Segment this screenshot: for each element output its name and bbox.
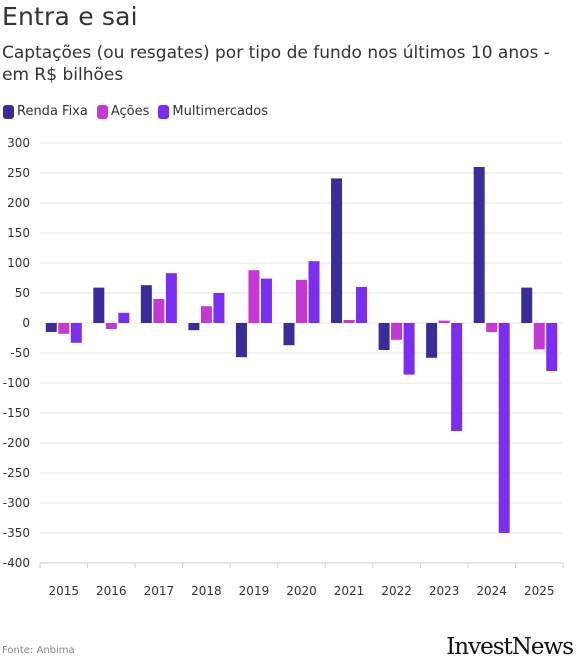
- bar-multimercados-2022: [403, 323, 415, 375]
- bar-multimercados-2016: [118, 312, 130, 323]
- y-tick-label: 50: [15, 286, 30, 300]
- legend-label-acoes: Ações: [110, 104, 150, 119]
- x-tick-label: 2021: [334, 584, 365, 598]
- bar-renda-fixa-2024: [473, 167, 485, 323]
- bar-a-es-2018: [200, 306, 212, 323]
- bar-a-es-2021: [343, 320, 355, 323]
- legend-label-multimercados: Multimercados: [172, 104, 268, 119]
- y-tick-label: -100: [3, 376, 30, 390]
- bar-renda-fixa-2015: [45, 323, 57, 332]
- x-tick-label: 2015: [48, 584, 79, 598]
- chart-title: Entra e sai: [2, 2, 138, 31]
- x-tick-label: 2023: [429, 584, 460, 598]
- legend-label-renda-fixa: Renda Fixa: [17, 104, 88, 119]
- bar-renda-fixa-2021: [331, 178, 343, 323]
- chart-subtitle: Captações (ou resgates) por tipo de fund…: [2, 43, 550, 85]
- bar-multimercados-2025: [546, 323, 558, 371]
- bar-a-es-2017: [153, 299, 165, 323]
- bar-multimercados-2020: [308, 261, 320, 323]
- y-tick-label: -250: [3, 466, 30, 480]
- bar-renda-fixa-2016: [93, 287, 105, 323]
- bar-renda-fixa-2023: [426, 323, 438, 358]
- y-tick-label: -150: [3, 406, 30, 420]
- investnews-logo: InvestNews: [446, 634, 574, 660]
- y-tick-label: 0: [22, 316, 30, 330]
- legend-swatch-multimercados: [158, 104, 170, 119]
- bar-multimercados-2019: [260, 278, 272, 323]
- bar-multimercados-2018: [213, 293, 225, 323]
- legend-item-acoes[interactable]: Ações: [96, 104, 150, 119]
- bar-a-es-2022: [391, 323, 403, 340]
- y-tick-label: -350: [3, 526, 30, 540]
- legend-swatch-acoes: [96, 104, 108, 119]
- bar-a-es-2024: [486, 323, 498, 332]
- bar-a-es-2019: [248, 270, 260, 323]
- y-tick-label: 250: [7, 166, 30, 180]
- y-tick-label: 200: [7, 196, 30, 210]
- bar-multimercados-2017: [165, 273, 177, 323]
- y-tick-label: -200: [3, 436, 30, 450]
- x-tick-label: 2024: [476, 584, 507, 598]
- x-tick-label: 2022: [381, 584, 412, 598]
- legend: Renda Fixa Ações Multimercados: [3, 104, 268, 119]
- bar-chart: 300 250 200 150 100 50 0 -50 -100 -150 -200 -250 -30…: [3, 136, 564, 598]
- bar-multimercados-2015: [70, 323, 82, 343]
- bar-a-es-2023: [438, 320, 450, 323]
- x-tick-label: 2025: [524, 584, 555, 598]
- x-tick-label: 2020: [286, 584, 317, 598]
- bar-a-es-2015: [58, 323, 70, 334]
- bar-a-es-2016: [105, 323, 117, 329]
- x-tick-label: 2018: [191, 584, 222, 598]
- bar-renda-fixa-2018: [188, 323, 200, 331]
- bar-renda-fixa-2019: [235, 323, 247, 358]
- bar-a-es-2020: [296, 279, 307, 323]
- bar-renda-fixa-2025: [521, 287, 533, 323]
- bar-renda-fixa-2020: [283, 323, 295, 346]
- y-tick-label: -400: [3, 556, 30, 570]
- source-note: Fonte: Anbima: [2, 645, 75, 656]
- x-tick-label: 2016: [96, 584, 127, 598]
- x-tick-label: 2017: [144, 584, 175, 598]
- bar-a-es-2025: [533, 323, 545, 350]
- legend-swatch-renda-fixa: [3, 104, 14, 119]
- bar-renda-fixa-2017: [140, 285, 152, 323]
- y-tick-label: -300: [3, 496, 30, 510]
- x-tick-label: 2019: [239, 584, 270, 598]
- legend-item-multimercados[interactable]: Multimercados: [158, 104, 268, 119]
- y-tick-label: 100: [7, 256, 30, 270]
- y-tick-label: 300: [7, 136, 30, 150]
- y-tick-label: 150: [7, 226, 30, 240]
- bar-multimercados-2021: [356, 287, 368, 323]
- bar-renda-fixa-2022: [378, 323, 390, 350]
- legend-item-renda-fixa[interactable]: Renda Fixa: [3, 104, 88, 119]
- bar-multimercados-2024: [498, 323, 510, 533]
- bar-multimercados-2023: [451, 323, 463, 431]
- y-tick-label: -50: [10, 346, 30, 360]
